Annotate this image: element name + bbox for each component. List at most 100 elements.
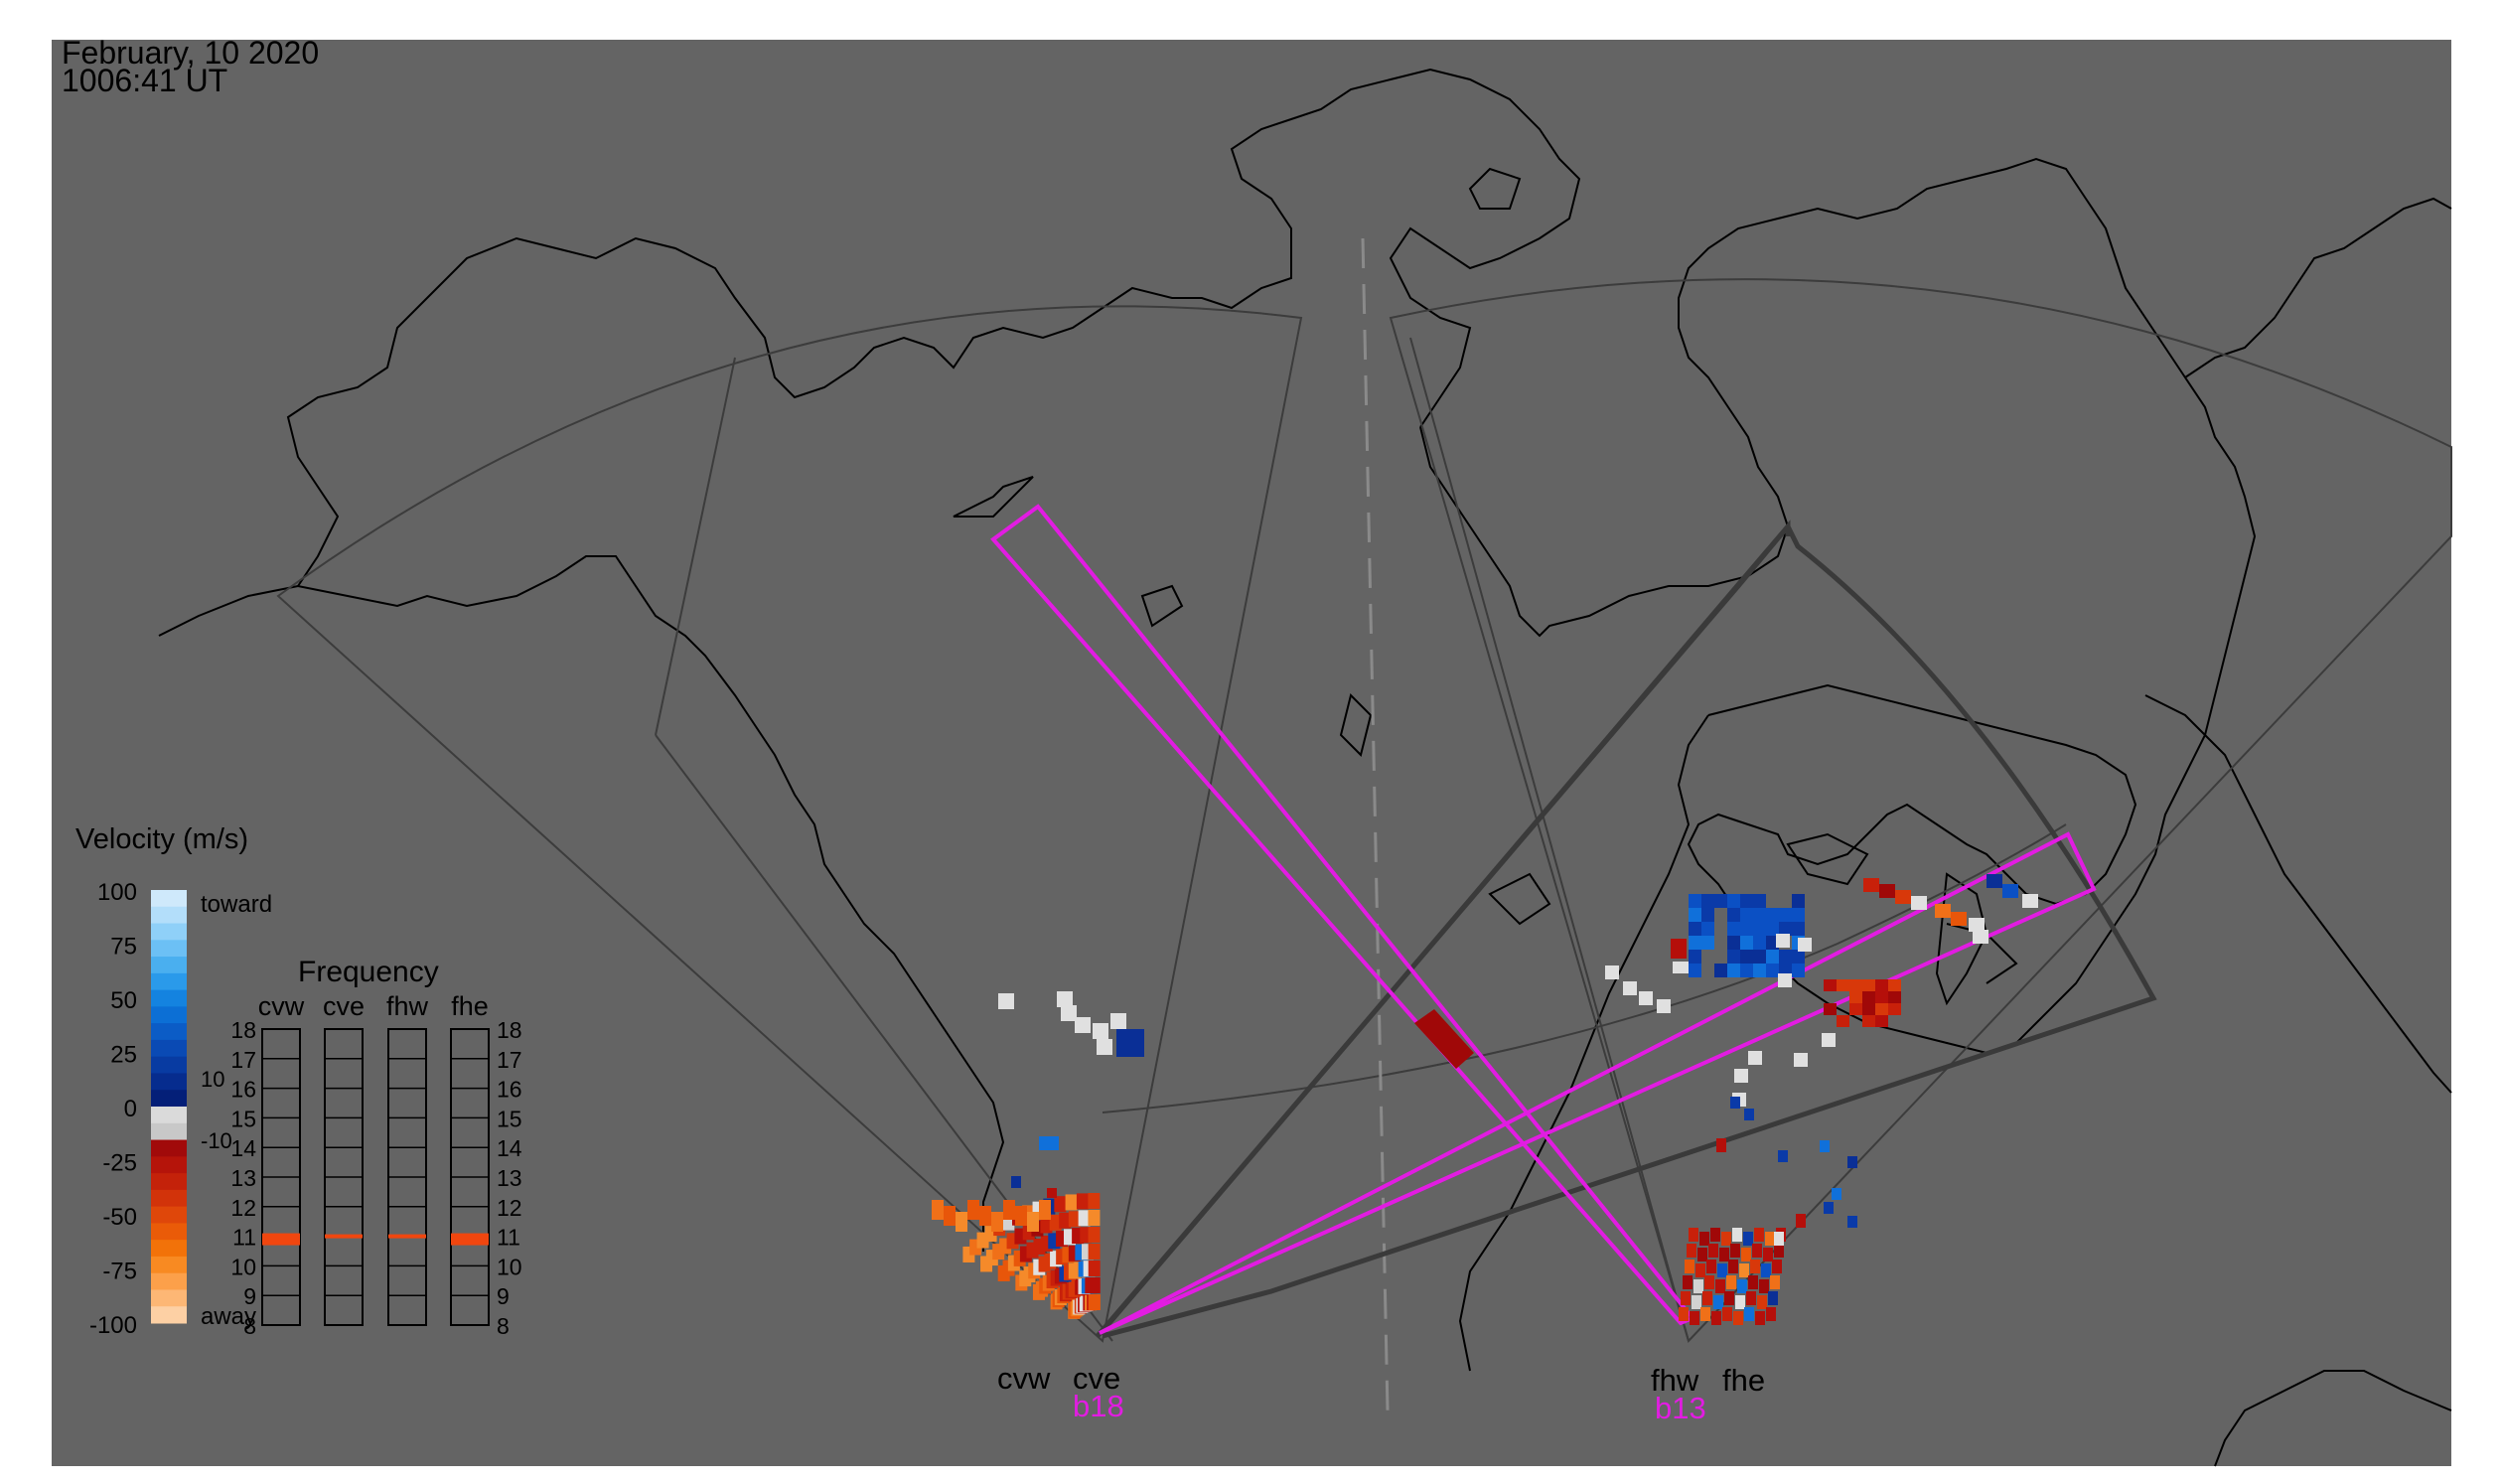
- velocity-cell: [1414, 1009, 1474, 1069]
- colorbar-segment: [151, 1139, 187, 1157]
- velocity-cell: [1724, 1291, 1734, 1305]
- velocity-cell: [1047, 1188, 1057, 1198]
- velocity-cell: [1689, 950, 1701, 964]
- velocity-tick-label: 75: [110, 934, 137, 961]
- frequency-marker: [325, 1234, 363, 1239]
- velocity-cell: [1702, 1291, 1712, 1305]
- velocity-cell: [1752, 1244, 1762, 1258]
- velocity-tick-label: 100: [97, 879, 137, 906]
- velocity-cell: [967, 1200, 979, 1220]
- velocity-cell: [1692, 1295, 1701, 1309]
- colorbar-segment: [151, 906, 187, 925]
- velocity-cell: [1681, 1291, 1691, 1305]
- velocity-cell: [1076, 1193, 1089, 1210]
- radar-label-cvw: cvw: [997, 1361, 1051, 1396]
- velocity-cell: [1733, 1311, 1743, 1325]
- velocity-cell: [1911, 896, 1927, 910]
- colorbar-segment: [151, 1056, 187, 1074]
- velocity-cell: [1623, 981, 1637, 995]
- velocity-cell: [1697, 1248, 1707, 1261]
- velocity-cell: [1673, 962, 1689, 973]
- velocity-cell: [1097, 1039, 1112, 1055]
- velocity-tick-label: 25: [110, 1042, 137, 1069]
- velocity-cell: [1078, 1210, 1091, 1227]
- velocity-cell: [1701, 894, 1714, 908]
- velocity-cell: [1049, 1214, 1062, 1231]
- velocity-cell: [1054, 1196, 1067, 1213]
- colorbar-segment: [151, 1122, 187, 1141]
- velocity-cell: [1721, 1232, 1731, 1246]
- velocity-cell: [1849, 991, 1862, 1003]
- velocity-cell: [1935, 904, 1951, 918]
- frequency-tick-left: 8: [243, 1313, 256, 1339]
- velocity-colorbar: 100 75 50 25 0 -25 -50 -75 -100: [89, 879, 187, 1339]
- velocity-cell: [1753, 894, 1766, 908]
- velocity-cell: [1824, 1003, 1837, 1015]
- velocity-cell: [1727, 922, 1740, 936]
- velocity-cell: [1774, 1244, 1784, 1258]
- velocity-cell: [1706, 1260, 1716, 1273]
- velocity-cell: [1701, 936, 1714, 950]
- velocity-cell: [1714, 964, 1727, 977]
- velocity-cell: [1888, 1003, 1901, 1015]
- velocity-cell: [2022, 894, 2038, 908]
- colorbar-segment: [151, 957, 187, 974]
- colorbar-segment: [151, 1206, 187, 1224]
- colorbar-segment: [151, 1240, 187, 1258]
- colorbar-segment: [151, 1107, 187, 1124]
- velocity-cell: [1693, 1279, 1703, 1293]
- frequency-tick-left: 18: [230, 1017, 256, 1043]
- velocity-cell: [1862, 979, 1875, 991]
- fov-bold: [1096, 519, 2157, 1339]
- radar-label-fhw: fhw: [1651, 1363, 1699, 1398]
- velocity-cell: [1792, 950, 1805, 964]
- velocity-cell: [1700, 1307, 1710, 1321]
- velocity-cell: [1879, 884, 1895, 898]
- velocity-toward-label: toward: [201, 891, 272, 918]
- frequency-tick-left: 14: [230, 1135, 256, 1161]
- velocity-cell: [1727, 964, 1740, 977]
- colorbar-segment: [151, 923, 187, 941]
- velocity-cell: [1766, 908, 1779, 922]
- velocity-cell: [1690, 1311, 1699, 1325]
- velocity-cell: [1766, 964, 1779, 977]
- velocity-cell: [1639, 991, 1653, 1005]
- velocity-cell: [1727, 936, 1740, 950]
- velocity-cell: [1039, 1136, 1059, 1150]
- velocity-cell: [1704, 1275, 1714, 1289]
- colorbar-segment: [151, 972, 187, 991]
- velocity-cell: [991, 1212, 1003, 1232]
- colorbar-segment: [151, 1156, 187, 1174]
- velocity-cell: [1088, 1261, 1101, 1277]
- velocity-cell: [1088, 1210, 1101, 1227]
- colorbar-segment: [151, 890, 187, 908]
- velocity-cell: [1701, 922, 1714, 936]
- frequency-tick-right: 11: [497, 1225, 520, 1251]
- frequency-tick-left: 17: [230, 1047, 256, 1073]
- velocity-cell: [1039, 1200, 1051, 1220]
- velocity-cell: [1711, 1311, 1721, 1325]
- velocity-cell: [1068, 1211, 1081, 1228]
- velocity-cell: [1875, 1015, 1888, 1027]
- velocity-cell: [1740, 894, 1753, 908]
- velocity-cell: [1824, 1202, 1834, 1214]
- frequency-tick-left: 9: [243, 1283, 256, 1309]
- velocity-cell: [1689, 964, 1701, 977]
- velocity-cell: [1837, 1015, 1849, 1027]
- velocity-cell: [1003, 1200, 1015, 1220]
- velocity-cell: [1689, 936, 1701, 950]
- beam-label-east: b13: [1655, 1391, 1706, 1425]
- frequency-tick-left: 15: [230, 1106, 256, 1131]
- velocity-cell: [1770, 1275, 1780, 1289]
- velocity-cell: [1766, 936, 1779, 950]
- velocity-cell: [1862, 1015, 1875, 1027]
- velocity-cell: [1685, 1260, 1694, 1273]
- velocity-cell: [1708, 1244, 1718, 1258]
- velocity-cell: [1059, 1212, 1072, 1229]
- velocity-cell: [1728, 1260, 1738, 1273]
- velocity-cell: [1699, 1232, 1709, 1246]
- velocity-cell: [1715, 1279, 1725, 1293]
- velocity-cell: [1093, 1023, 1108, 1039]
- velocity-cell: [1075, 1017, 1091, 1033]
- velocity-cell: [1757, 1295, 1767, 1309]
